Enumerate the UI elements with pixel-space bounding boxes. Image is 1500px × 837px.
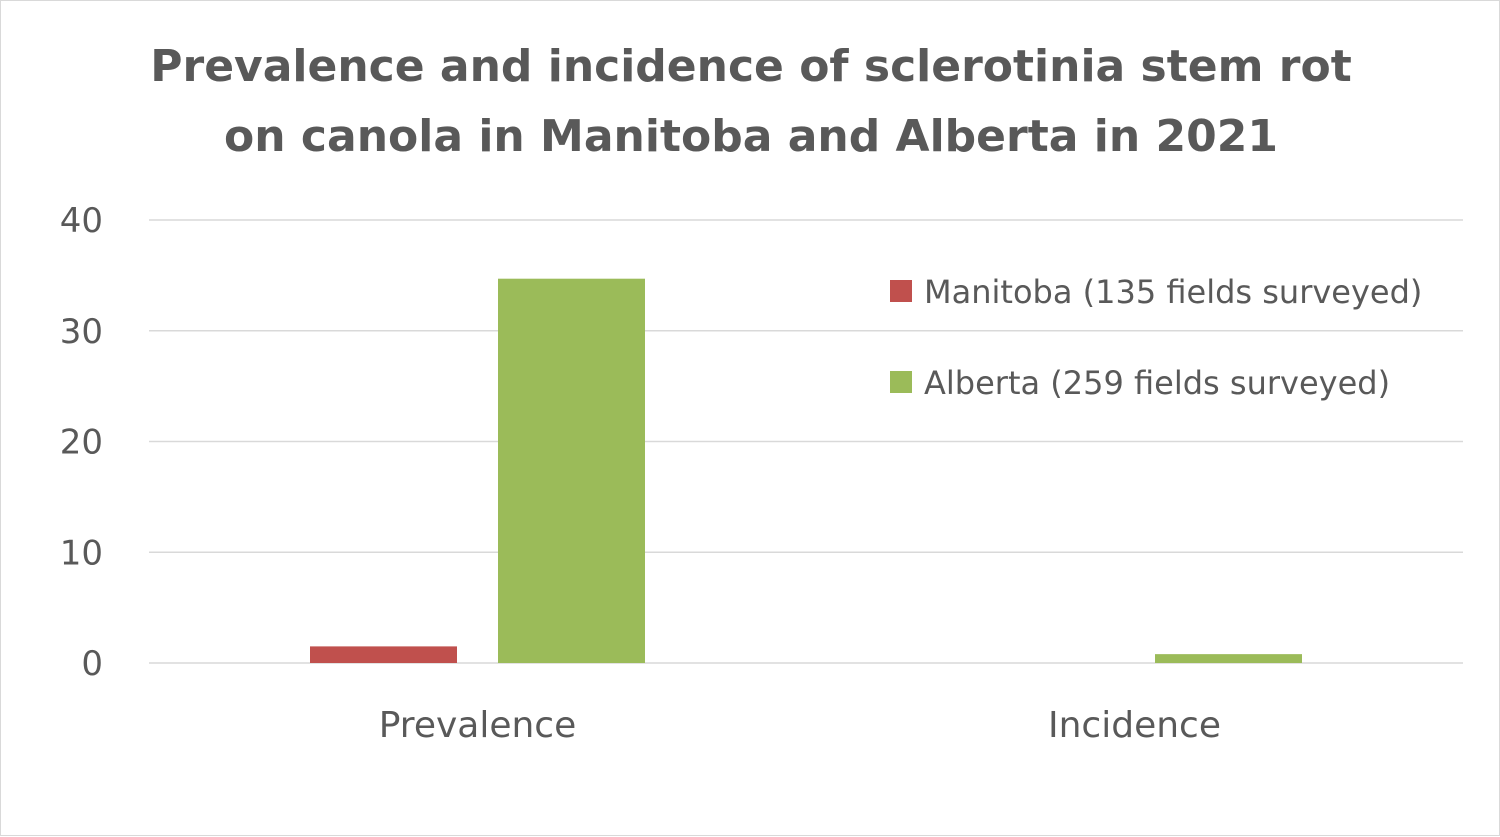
bars xyxy=(310,278,1302,663)
bar-prevalence-manitoba xyxy=(310,646,457,663)
chart-title: Prevalence and incidence of sclerotinia … xyxy=(150,41,1352,162)
x-axis-category-labels: Prevalence Incidence xyxy=(379,705,1221,746)
legend-swatch-alberta xyxy=(890,371,912,393)
x-category-label-prevalence: Prevalence xyxy=(379,705,577,746)
y-tick-label-40: 40 xyxy=(60,201,103,241)
y-tick-label-30: 30 xyxy=(60,312,103,352)
y-tick-label-20: 20 xyxy=(60,423,103,463)
legend-label-alberta: Alberta (259 fields surveyed) xyxy=(924,364,1390,402)
legend-swatch-manitoba xyxy=(890,280,912,302)
x-category-label-incidence: Incidence xyxy=(1048,705,1221,746)
bar-incidence-alberta xyxy=(1155,654,1302,663)
y-axis-tick-labels: 0 10 20 30 40 xyxy=(60,201,103,684)
chart-title-line-2: on canola in Manitoba and Alberta in 202… xyxy=(224,111,1278,162)
legend: Manitoba (135 fields surveyed) Alberta (2… xyxy=(890,273,1422,402)
bar-prevalence-alberta xyxy=(498,278,645,663)
y-tick-label-10: 10 xyxy=(60,533,103,573)
legend-label-manitoba: Manitoba (135 fields surveyed) xyxy=(924,273,1422,311)
y-tick-label-0: 0 xyxy=(81,644,103,684)
chart-title-line-1: Prevalence and incidence of sclerotinia … xyxy=(150,41,1352,92)
